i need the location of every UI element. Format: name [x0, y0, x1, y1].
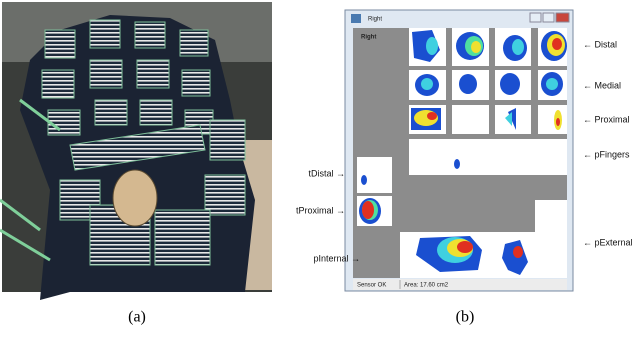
region-label: tProximal →: [296, 205, 345, 215]
region-label: ← Proximal: [583, 114, 630, 124]
region-label: tDistal →: [308, 168, 345, 178]
region-label: ← pExternal: [583, 237, 633, 247]
close-button[interactable]: [556, 13, 569, 22]
app-window: Right Right: [345, 10, 573, 291]
region-label: ← Distal: [583, 39, 617, 49]
window-title: Right: [368, 17, 382, 23]
figure: Right Right: [0, 0, 641, 332]
panel-label: Right: [361, 35, 376, 41]
caption: (b): [456, 309, 475, 326]
minimize-button[interactable]: [530, 13, 541, 22]
region-label: pInternal →: [313, 253, 360, 263]
caption: (a): [128, 309, 146, 326]
region-label: ← pFingers: [583, 149, 630, 159]
region-label: ← Medial: [583, 80, 621, 90]
maximize-button[interactable]: [543, 13, 554, 22]
glove-photo: [0, 2, 272, 300]
status-text: Sensor OK: [357, 283, 386, 289]
status-text: Area: 17.60 cm2: [404, 283, 449, 289]
